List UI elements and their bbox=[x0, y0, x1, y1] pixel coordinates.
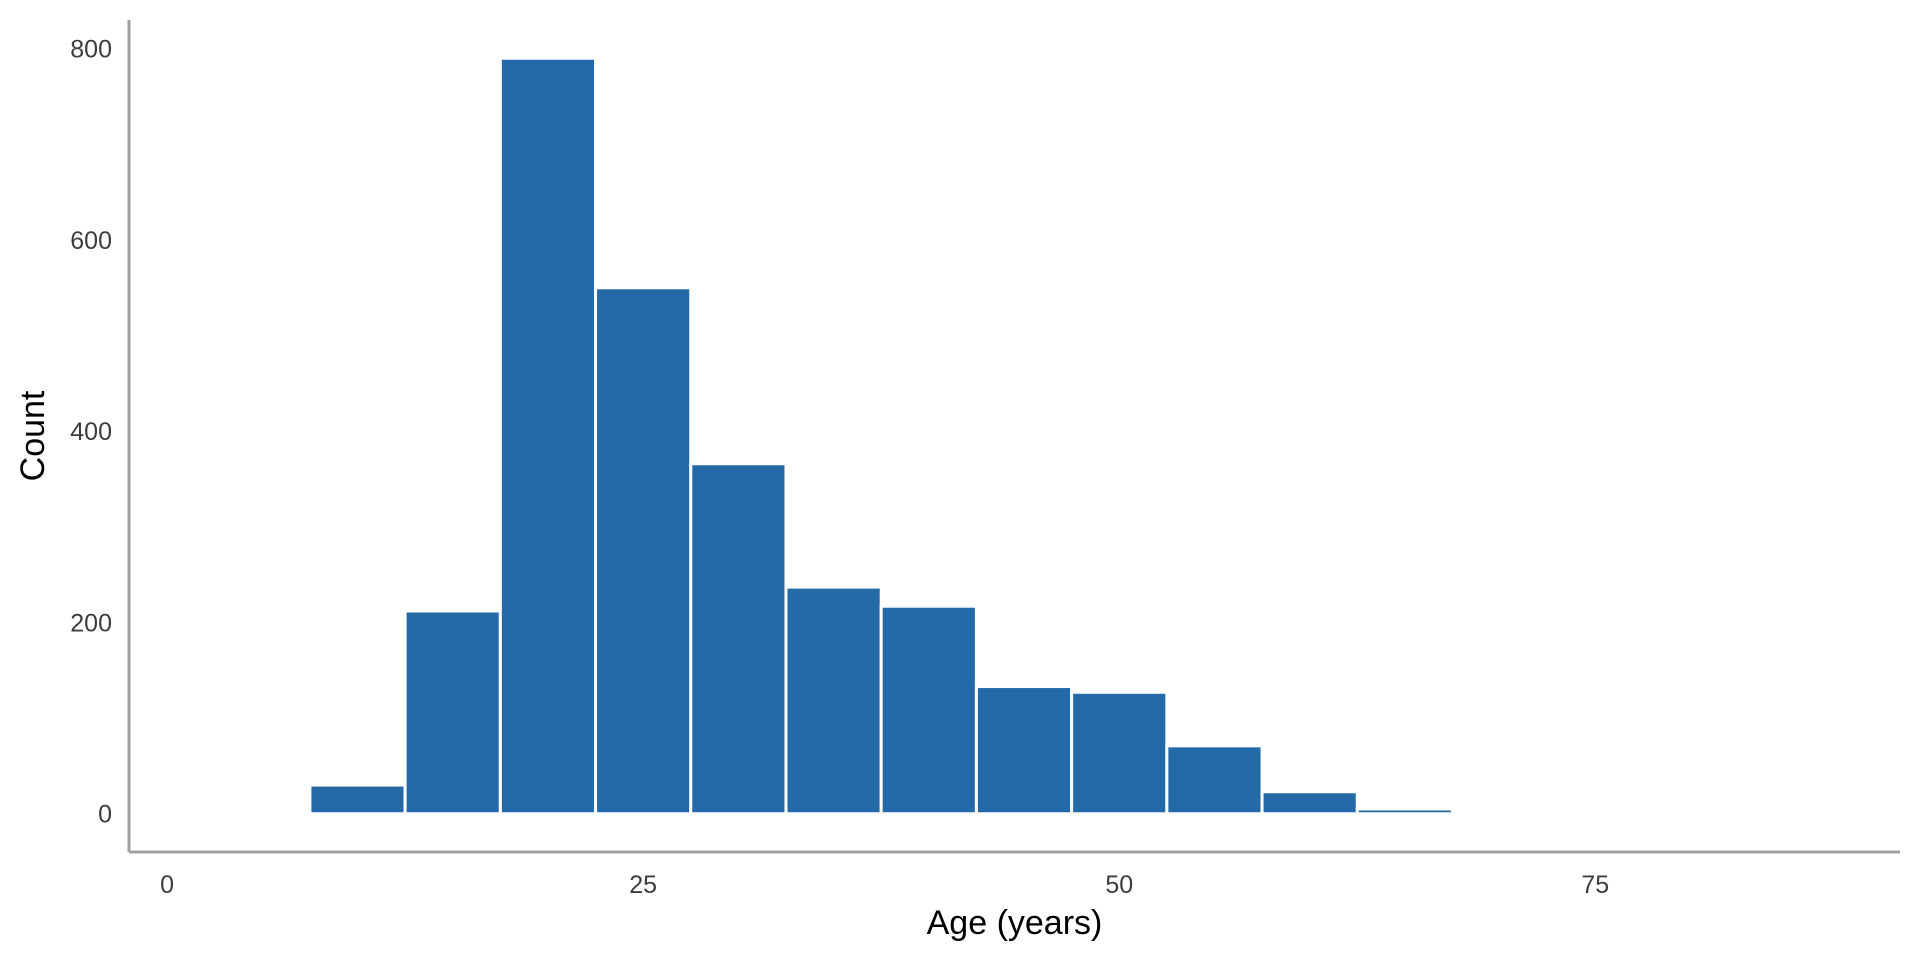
x-axis-title: Age (years) bbox=[927, 904, 1103, 942]
histogram-bar bbox=[879, 604, 978, 816]
y-tick-label: 600 bbox=[70, 227, 112, 255]
histogram-bars bbox=[308, 56, 1454, 816]
histogram-bar bbox=[974, 685, 1074, 816]
y-tick-label: 200 bbox=[70, 609, 112, 637]
x-tick-label: 50 bbox=[1105, 871, 1133, 899]
histogram-bar bbox=[498, 56, 598, 816]
histogram-bar bbox=[1260, 790, 1359, 816]
y-tick-labels: 0 200 400 600 800 bbox=[70, 36, 112, 829]
histogram-bar bbox=[1355, 807, 1454, 816]
x-tick-label: 75 bbox=[1581, 871, 1609, 899]
x-tick-labels: 0 25 50 75 bbox=[160, 871, 1609, 899]
histogram-bar bbox=[403, 609, 502, 816]
y-tick-label: 800 bbox=[70, 36, 112, 64]
histogram-bar bbox=[784, 585, 883, 816]
y-axis-title: Count bbox=[14, 390, 52, 481]
y-tick-label: 0 bbox=[98, 801, 112, 829]
axes bbox=[127, 20, 1900, 854]
x-tick-label: 25 bbox=[629, 871, 657, 899]
y-tick-label: 400 bbox=[70, 418, 112, 446]
histogram-bar bbox=[308, 783, 407, 816]
x-tick-label: 0 bbox=[160, 871, 174, 899]
histogram-bar bbox=[1165, 744, 1264, 816]
histogram-bar bbox=[689, 462, 788, 816]
histogram-bar bbox=[594, 286, 693, 816]
histogram-bar bbox=[1070, 690, 1169, 816]
